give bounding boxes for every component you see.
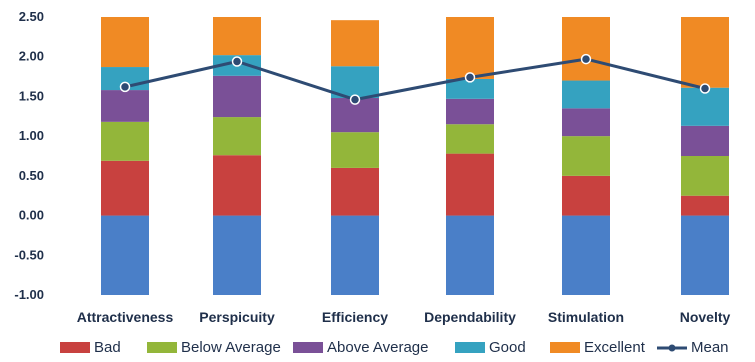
y-tick-label: -1.00 [14,287,44,302]
legend-label: Excellent [584,339,646,356]
legend-item: Bad [60,339,121,356]
bar-segment-good [446,78,494,99]
bar-segment-above-average [446,98,494,125]
mean-line [119,53,711,105]
legend-swatch [550,342,580,353]
bar-segment-excellent [331,20,379,67]
bar-segment-good [331,66,379,99]
y-tick-label: 2.50 [19,9,44,24]
bar-segment-excellent [101,17,149,68]
y-tick-label: 0.50 [19,168,44,183]
bar-segment-bad [213,155,261,216]
bar-segment-below-average [331,132,379,168]
stacked-bars [101,17,729,295]
legend-label: Mean [691,339,729,356]
baseline-band-segment [681,215,729,295]
bar-segment-above-average [562,108,610,137]
bar-segment-above-average [213,75,261,118]
bar-segment-bad [446,153,494,216]
bar-segment-below-average [446,124,494,154]
legend-swatch-marker [668,344,676,352]
baseline-band-segment [101,215,149,295]
legend-item: Excellent [550,339,646,356]
bar-segment-excellent [213,17,261,56]
bar-segment-excellent [446,17,494,79]
bar-segment-bad [681,195,729,216]
legend-item: Below Average [147,339,281,356]
mean-point [464,72,476,83]
bar-segment-below-average [213,117,261,156]
baseline-band-segment [446,215,494,295]
legend-swatch [60,342,90,353]
legend-swatch [293,342,323,353]
y-tick-label: 0.00 [19,208,44,223]
category-labels: Attractiveness Perspicuity Efficiency Depen… [77,309,731,325]
y-tick-label: 2.00 [19,49,44,64]
mean-point [699,83,711,94]
y-tick-label: 1.00 [19,128,44,143]
bar-segment-below-average [562,136,610,176]
bar-segment-excellent [562,17,610,81]
category-label: Dependability [424,309,516,325]
legend-item: Above Average [293,339,428,356]
category-label: Attractiveness [77,309,174,325]
baseline-band-segment [331,215,379,295]
mean-point [119,81,131,93]
y-tick-label: -0.50 [14,247,44,262]
legend-item: Good [455,339,526,356]
y-axis-ticks: 2.50 2.00 1.50 1.00 0.50 0.00 -0.50 -1.00 [14,9,44,302]
bar-segment-bad [331,167,379,216]
category-label: Stimulation [548,309,624,325]
legend-swatch [455,342,485,353]
bar-segment-above-average [101,90,149,122]
y-tick-label: 1.50 [19,88,44,103]
legend: Bad Below Average Above Average Good Excelle… [60,339,729,356]
legend-label: Above Average [327,339,428,356]
category-label: Efficiency [322,309,388,325]
baseline-band-segment [213,215,261,295]
legend-label: Below Average [181,339,281,356]
bar-segment-above-average [681,125,729,156]
mean-point [580,53,592,65]
bar-segment-good [562,80,610,109]
bar-segment-good [681,87,729,126]
bar-segment-bad [101,160,149,216]
mean-series-line [124,57,706,102]
legend-swatch [147,342,177,353]
legend-label: Good [489,339,526,356]
category-label: Novelty [680,309,731,325]
bar-segment-bad [562,175,610,216]
bar-segment-below-average [681,156,729,196]
legend-label: Bad [94,339,121,356]
bar-segment-excellent [681,17,729,88]
legend-item: Mean [657,339,729,356]
mean-point [349,94,361,105]
baseline-band-segment [562,215,610,295]
mean-point [231,56,243,67]
category-label: Perspicuity [199,309,275,325]
bar-segment-below-average [101,121,149,161]
